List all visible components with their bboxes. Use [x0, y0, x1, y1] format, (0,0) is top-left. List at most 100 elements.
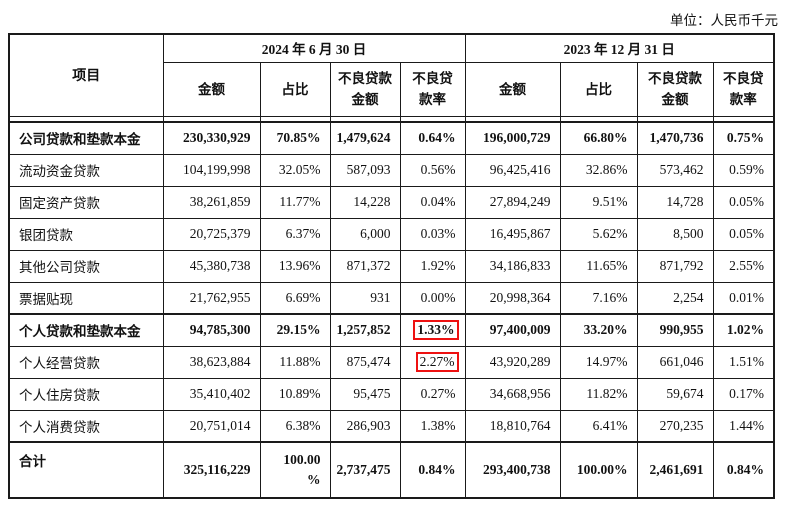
- cell-value: 1,479,624: [329, 121, 401, 155]
- cell-value: 0.27%: [399, 377, 466, 411]
- loan-breakdown-table: 项目 2024 年 6 月 30 日 2023 年 12 月 31 日 金额 占…: [8, 33, 775, 499]
- cell-value: 0.17%: [712, 377, 775, 411]
- cell-value: 1.51%: [712, 345, 775, 379]
- col-header-npl-amount-2024: 不良贷款 金额: [329, 61, 401, 117]
- cell-value: 1.02%: [712, 313, 775, 347]
- cell-value: 11.65%: [559, 249, 638, 283]
- cell-value: 9.51%: [559, 185, 638, 219]
- cell-value: 0.84%: [399, 441, 466, 499]
- period-header-row: 项目 2024 年 6 月 30 日 2023 年 12 月 31 日: [8, 33, 775, 117]
- row-label: 合计: [8, 441, 164, 499]
- cell-value: 59,674: [636, 377, 714, 411]
- table-row-other-corporate-loans: 其他公司贷款 45,380,738 13.96% 871,372 1.92% 3…: [8, 249, 775, 283]
- row-label: 个人贷款和垫款本金: [8, 313, 164, 347]
- cell-value: 34,668,956: [464, 377, 561, 411]
- table-row-bill-discounting: 票据贴现 21,762,955 6.69% 931 0.00% 20,998,3…: [8, 281, 775, 315]
- cell-value: 5.62%: [559, 217, 638, 251]
- cell-value: 6.69%: [259, 281, 331, 315]
- cell-value: 14,228: [329, 185, 401, 219]
- row-label: 流动资金贷款: [8, 153, 164, 187]
- cell-value: 293,400,738: [464, 441, 561, 499]
- period-header-2023: 2023 年 12 月 31 日: [464, 33, 775, 63]
- cell-value: 1,470,736: [636, 121, 714, 155]
- spacer-row: [8, 115, 775, 123]
- cell-value: 21,762,955: [162, 281, 261, 315]
- cell-value: 11.88%: [259, 345, 331, 379]
- item-column-header: 项目: [8, 33, 164, 117]
- cell-value: 0.05%: [712, 217, 775, 251]
- cell-value: 6.38%: [259, 409, 331, 443]
- row-label: 个人住房贷款: [8, 377, 164, 411]
- col-header-amount-2024: 金额: [162, 61, 261, 117]
- cell-value: 18,810,764: [464, 409, 561, 443]
- cell-value: 1.38%: [399, 409, 466, 443]
- cell-value: 661,046: [636, 345, 714, 379]
- cell-value: 990,955: [636, 313, 714, 347]
- cell-value: 2,737,475: [329, 441, 401, 499]
- cell-value: 0.01%: [712, 281, 775, 315]
- cell-value: 34,186,833: [464, 249, 561, 283]
- cell-value: 96,425,416: [464, 153, 561, 187]
- row-label: 票据贴现: [8, 281, 164, 315]
- cell-value: 35,410,402: [162, 377, 261, 411]
- unit-label: 单位：人民币千元: [670, 13, 778, 28]
- cell-value: 0.56%: [399, 153, 466, 187]
- cell-value: 587,093: [329, 153, 401, 187]
- cell-value: 0.64%: [399, 121, 466, 155]
- cell-value: 43,920,289: [464, 345, 561, 379]
- cell-value: 14,728: [636, 185, 714, 219]
- cell-value: 0.75%: [712, 121, 775, 155]
- cell-value: 20,725,379: [162, 217, 261, 251]
- row-label: 其他公司贷款: [8, 249, 164, 283]
- cell-value: 6.41%: [559, 409, 638, 443]
- table-row-personal-consumption-loans: 个人消费贷款 20,751,014 6.38% 286,903 1.38% 18…: [8, 409, 775, 443]
- cell-value: 33.20%: [559, 313, 638, 347]
- period-header-2024: 2024 年 6 月 30 日: [162, 33, 466, 63]
- cell-value: 6,000: [329, 217, 401, 251]
- cell-value: 104,199,998: [162, 153, 261, 187]
- row-label: 个人消费贷款: [8, 409, 164, 443]
- cell-value: 70.85%: [259, 121, 331, 155]
- cell-value: 2,461,691: [636, 441, 714, 499]
- cell-value: 32.86%: [559, 153, 638, 187]
- table-row-working-capital-loans: 流动资金贷款 104,199,998 32.05% 587,093 0.56% …: [8, 153, 775, 187]
- cell-value: 100.00 %: [259, 441, 331, 499]
- cell-value: 20,998,364: [464, 281, 561, 315]
- col-header-npl-amount-2023: 不良贷款 金额: [636, 61, 714, 117]
- cell-value: 45,380,738: [162, 249, 261, 283]
- cell-value: 871,792: [636, 249, 714, 283]
- cell-value: 10.89%: [259, 377, 331, 411]
- cell-value: 16,495,867: [464, 217, 561, 251]
- col-header-npl-ratio-2023: 不良贷 款率: [712, 61, 775, 117]
- sub-header-row: 金额 占比 不良贷款 金额 不良贷 款率 金额 占比 不良贷款 金额 不良贷 款…: [9, 61, 775, 117]
- cell-value: 0.59%: [712, 153, 775, 187]
- cell-value: 2.55%: [712, 249, 775, 283]
- cell-value: 0.05%: [712, 185, 775, 219]
- row-label: 银团贷款: [8, 217, 164, 251]
- cell-value: 2,254: [636, 281, 714, 315]
- cell-value: 97,400,009: [464, 313, 561, 347]
- cell-value: 875,474: [329, 345, 401, 379]
- cell-value: 94,785,300: [162, 313, 261, 347]
- cell-value: 931: [329, 281, 401, 315]
- table-row-personal-loans: 个人贷款和垫款本金 94,785,300 29.15% 1,257,852 1.…: [8, 313, 775, 347]
- cell-value: 1.44%: [712, 409, 775, 443]
- table-row-personal-housing-loans: 个人住房贷款 35,410,402 10.89% 95,475 0.27% 34…: [8, 377, 775, 411]
- cell-value: 6.37%: [259, 217, 331, 251]
- table-row-syndicated-loans: 银团贷款 20,725,379 6.37% 6,000 0.03% 16,495…: [8, 217, 775, 251]
- cell-value: 871,372: [329, 249, 401, 283]
- cell-value: 100.00%: [559, 441, 638, 499]
- highlight-box: 1.33%: [413, 320, 459, 341]
- highlight-box: 2.27%: [415, 352, 459, 372]
- cell-value: 1.92%: [399, 249, 466, 283]
- cell-value: 27,894,249: [464, 185, 561, 219]
- table-row-total: 合计 325,116,229 100.00 % 2,737,475 0.84% …: [8, 441, 775, 499]
- col-header-amount-2023: 金额: [464, 61, 561, 117]
- cell-value: 0.00%: [399, 281, 466, 315]
- cell-value: 1.33%: [399, 313, 466, 347]
- cell-value: 1,257,852: [329, 313, 401, 347]
- cell-value: 38,623,884: [162, 345, 261, 379]
- row-label: 个人经营贷款: [8, 345, 164, 379]
- table-row-corporate-loans: 公司贷款和垫款本金 230,330,929 70.85% 1,479,624 0…: [8, 121, 775, 155]
